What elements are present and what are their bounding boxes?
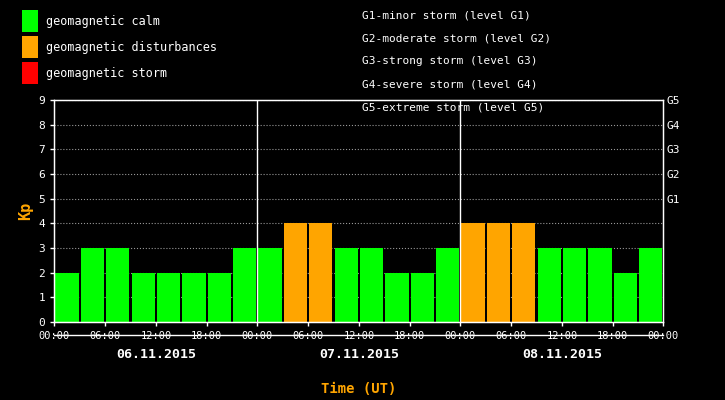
Text: G4-severe storm (level G4): G4-severe storm (level G4) bbox=[362, 80, 538, 90]
Bar bbox=[334, 248, 358, 322]
Text: G1-minor storm (level G1): G1-minor storm (level G1) bbox=[362, 10, 531, 20]
Text: geomagnetic storm: geomagnetic storm bbox=[46, 66, 167, 80]
Bar bbox=[436, 248, 460, 322]
Bar bbox=[258, 248, 282, 322]
Text: G5-extreme storm (level G5): G5-extreme storm (level G5) bbox=[362, 103, 544, 113]
Bar bbox=[385, 273, 409, 322]
Bar bbox=[80, 248, 104, 322]
Bar bbox=[283, 223, 307, 322]
Bar bbox=[588, 248, 612, 322]
Bar bbox=[537, 248, 561, 322]
Text: 07.11.2015: 07.11.2015 bbox=[319, 348, 399, 361]
Bar bbox=[613, 273, 637, 322]
Bar bbox=[563, 248, 587, 322]
Bar bbox=[639, 248, 663, 322]
Bar bbox=[309, 223, 333, 322]
Text: 08.11.2015: 08.11.2015 bbox=[522, 348, 602, 361]
Bar bbox=[410, 273, 434, 322]
Bar bbox=[207, 273, 231, 322]
Text: geomagnetic calm: geomagnetic calm bbox=[46, 14, 160, 28]
Bar bbox=[106, 248, 130, 322]
Y-axis label: Kp: Kp bbox=[18, 202, 33, 220]
Text: G3-strong storm (level G3): G3-strong storm (level G3) bbox=[362, 56, 538, 66]
Text: 06.11.2015: 06.11.2015 bbox=[116, 348, 196, 361]
Text: geomagnetic disturbances: geomagnetic disturbances bbox=[46, 40, 218, 54]
Text: Time (UT): Time (UT) bbox=[321, 382, 397, 396]
Bar bbox=[461, 223, 485, 322]
Bar bbox=[182, 273, 206, 322]
Bar bbox=[55, 273, 79, 322]
Text: G2-moderate storm (level G2): G2-moderate storm (level G2) bbox=[362, 33, 552, 43]
Bar bbox=[233, 248, 257, 322]
Bar bbox=[131, 273, 155, 322]
Bar bbox=[360, 248, 384, 322]
Bar bbox=[157, 273, 181, 322]
Bar bbox=[512, 223, 536, 322]
Bar bbox=[486, 223, 510, 322]
